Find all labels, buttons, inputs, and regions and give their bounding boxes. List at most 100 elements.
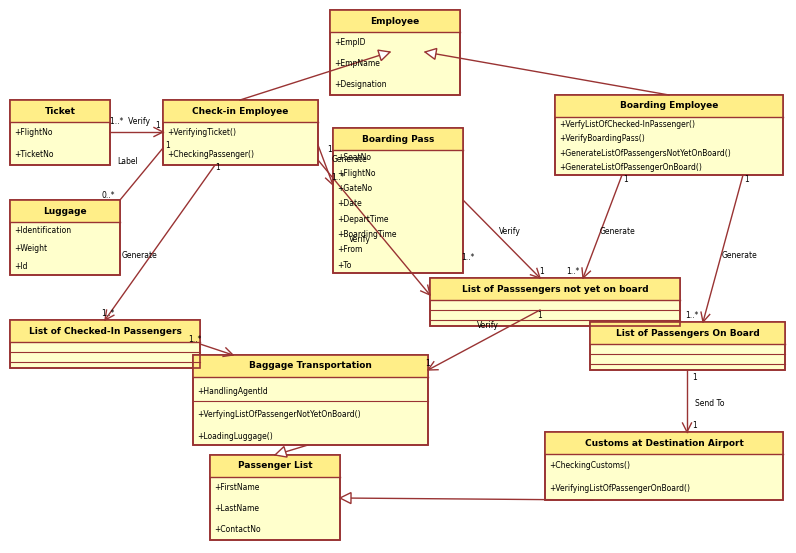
Polygon shape	[425, 49, 437, 59]
Text: +GenerateListOfPassengerOnBoard(): +GenerateListOfPassengerOnBoard()	[559, 163, 702, 172]
Bar	[330, 10, 460, 32]
Bar	[545, 432, 783, 454]
Bar	[163, 100, 318, 122]
Text: +GenerateListOfPassengersNotYetOnBoard(): +GenerateListOfPassengersNotYetOnBoard()	[559, 149, 731, 158]
Bar	[590, 322, 785, 370]
Polygon shape	[275, 446, 287, 457]
Bar	[210, 455, 340, 540]
Bar	[555, 95, 783, 175]
Bar	[590, 322, 785, 344]
Text: +FlightNo: +FlightNo	[337, 169, 376, 178]
Bar	[430, 278, 680, 326]
Text: Verify: Verify	[349, 236, 371, 244]
Polygon shape	[378, 50, 390, 61]
Text: +ContactNo: +ContactNo	[214, 525, 260, 534]
Text: +Designation: +Designation	[334, 80, 387, 89]
Text: 1..*: 1..*	[189, 336, 201, 345]
Text: Verify: Verify	[499, 227, 521, 237]
Bar	[10, 320, 200, 342]
Text: +EmpName: +EmpName	[334, 59, 380, 68]
Bar	[545, 432, 783, 500]
Text: Employee: Employee	[370, 17, 419, 25]
Text: Generate: Generate	[332, 155, 368, 164]
Text: +Date: +Date	[337, 199, 361, 208]
Text: +To: +To	[337, 261, 351, 270]
Text: 1..*  Verify: 1..* Verify	[110, 117, 150, 127]
Text: Label: Label	[118, 158, 139, 166]
Text: 1..*: 1..*	[462, 253, 474, 263]
Text: +VerfyListOfChecked-InPassenger(): +VerfyListOfChecked-InPassenger()	[559, 120, 695, 129]
Bar	[555, 95, 783, 117]
Bar	[10, 100, 110, 165]
Text: Check-in Employee: Check-in Employee	[193, 107, 289, 116]
Text: 0..*: 0..*	[101, 191, 115, 201]
Bar	[193, 355, 428, 377]
Text: 1: 1	[328, 145, 333, 154]
Text: +From: +From	[337, 246, 362, 254]
Bar	[163, 100, 318, 165]
Bar	[10, 200, 120, 222]
Bar	[10, 200, 120, 275]
Text: Customs at Destination Airport: Customs at Destination Airport	[584, 439, 743, 447]
Text: Send To: Send To	[695, 399, 724, 408]
Text: +Identification: +Identification	[14, 226, 71, 236]
Text: 1: 1	[156, 122, 160, 131]
Text: 1..*: 1..*	[331, 174, 345, 182]
Text: +BoardingTime: +BoardingTime	[337, 230, 396, 239]
Text: Luggage: Luggage	[43, 206, 87, 216]
Text: 1: 1	[693, 373, 697, 383]
Text: 1..*: 1..*	[685, 311, 699, 321]
Text: 1..*: 1..*	[101, 309, 115, 317]
Bar	[10, 320, 200, 368]
Text: +CheckingPassenger(): +CheckingPassenger()	[167, 150, 254, 159]
Bar	[545, 432, 783, 500]
Text: +CheckingCustoms(): +CheckingCustoms()	[549, 461, 630, 470]
Text: +EmpID: +EmpID	[334, 38, 365, 47]
Text: 1: 1	[623, 175, 628, 185]
Bar	[10, 320, 200, 368]
Text: 1: 1	[693, 421, 697, 430]
Text: Generate: Generate	[722, 251, 758, 259]
Bar	[333, 128, 463, 150]
Text: Passenger List: Passenger List	[238, 462, 312, 471]
Text: +VerifyingTicket(): +VerifyingTicket()	[167, 128, 236, 137]
Text: +VerifyBoardingPass(): +VerifyBoardingPass()	[559, 134, 645, 143]
Text: +LastName: +LastName	[214, 504, 259, 513]
Text: +Weight: +Weight	[14, 244, 47, 253]
Text: +FlightNo: +FlightNo	[14, 128, 53, 137]
Text: Verify: Verify	[477, 321, 499, 331]
Text: 1: 1	[744, 175, 749, 185]
Bar	[10, 100, 110, 122]
Bar	[10, 200, 120, 275]
Bar	[210, 455, 340, 540]
Text: List of Checked-In Passengers: List of Checked-In Passengers	[29, 326, 181, 336]
Text: 1: 1	[540, 268, 544, 276]
Text: +FirstName: +FirstName	[214, 483, 259, 492]
Text: Ticket: Ticket	[45, 107, 76, 116]
Text: Baggage Transportation: Baggage Transportation	[249, 362, 372, 371]
Bar	[430, 278, 680, 300]
Text: +VerfyingListOfPassengerNotYetOnBoard(): +VerfyingListOfPassengerNotYetOnBoard()	[197, 410, 361, 419]
Bar	[555, 95, 783, 175]
Text: List of Passsengers not yet on board: List of Passsengers not yet on board	[462, 284, 648, 294]
Text: +VerifyingListOfPassengerOnBoard(): +VerifyingListOfPassengerOnBoard()	[549, 484, 690, 493]
Bar	[330, 10, 460, 95]
Text: +GateNo: +GateNo	[337, 184, 372, 193]
Bar	[210, 455, 340, 477]
Bar	[193, 355, 428, 445]
Text: Generate: Generate	[599, 227, 635, 237]
Bar	[333, 128, 463, 273]
Bar	[163, 100, 318, 165]
Text: +SeatNo: +SeatNo	[337, 153, 371, 162]
Text: +HandlingAgentId: +HandlingAgentId	[197, 387, 267, 396]
Text: +TicketNo: +TicketNo	[14, 150, 53, 159]
Polygon shape	[340, 493, 351, 504]
Bar	[10, 100, 110, 165]
Text: List of Passengers On Board: List of Passengers On Board	[615, 328, 759, 337]
Text: Generate: Generate	[122, 251, 158, 259]
Bar	[193, 355, 428, 445]
Bar	[333, 128, 463, 273]
Text: 1: 1	[166, 140, 170, 149]
Text: +DepartTime: +DepartTime	[337, 215, 388, 223]
Text: Boarding Pass: Boarding Pass	[362, 134, 434, 143]
